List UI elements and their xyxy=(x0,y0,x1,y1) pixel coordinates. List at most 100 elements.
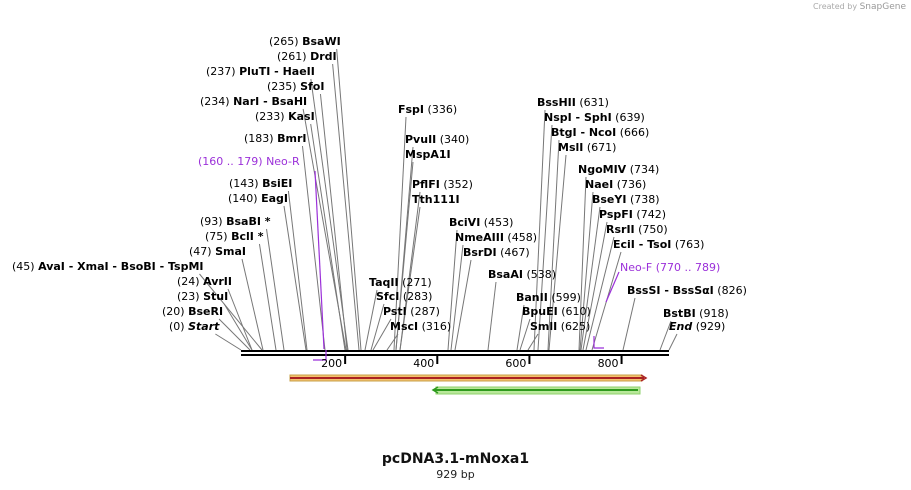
site-leader-line xyxy=(447,229,458,351)
site-label-drdi[interactable]: (261) DrdI xyxy=(277,50,337,63)
site-label-psti[interactable]: PstI (287) xyxy=(383,305,440,318)
site-label-smli[interactable]: SmlI (625) xyxy=(530,320,590,333)
site-label-bsshii[interactable]: BssHII (631) xyxy=(537,96,609,109)
site-label-ngomiv[interactable]: NgoMIV (734) xyxy=(578,163,659,176)
site-label-bcivi[interactable]: BciVI (453) xyxy=(449,216,513,229)
site-label-pspfi[interactable]: PspFI (742) xyxy=(599,208,666,221)
site-label-eagi[interactable]: (140) EagI xyxy=(228,192,288,205)
site-label-msli[interactable]: MslI (671) xyxy=(558,141,616,154)
site-label-btgi[interactable]: BtgI - NcoI (666) xyxy=(551,126,649,139)
site-position: (261) xyxy=(277,50,307,63)
site-name: KasI xyxy=(288,110,315,123)
site-label-end[interactable]: End (929) xyxy=(669,320,725,333)
site-position: (763) xyxy=(674,238,705,251)
site-position: (183) xyxy=(244,132,274,145)
site-label-pluti[interactable]: (237) PluTI - HaeII xyxy=(206,65,315,78)
site-name: SmlI xyxy=(530,320,558,333)
site-position: (316) xyxy=(421,320,452,333)
site-leader-line xyxy=(537,124,553,351)
site-label-tth111i[interactable]: Tth111I xyxy=(412,193,460,206)
site-position: (233) xyxy=(255,110,285,123)
site-label-smai[interactable]: (47) SmaI xyxy=(189,245,246,258)
site-position: (235) xyxy=(267,80,297,93)
axis-tick-label: 200 xyxy=(321,357,343,370)
site-name: AvrII xyxy=(203,275,232,288)
site-label-taqii[interactable]: TaqII (271) xyxy=(369,276,432,289)
site-position: (336) xyxy=(427,103,458,116)
site-name: BclI * xyxy=(231,230,264,243)
site-label-rsrii[interactable]: RsrII (750) xyxy=(606,223,668,236)
site-leader-line xyxy=(548,154,567,351)
site-label-bsrdi[interactable]: BsrDI (467) xyxy=(463,246,530,259)
axis-tick-label: 600 xyxy=(505,357,527,370)
site-name: Tth111I xyxy=(412,193,460,206)
site-label-nspi[interactable]: NspI - SphI (639) xyxy=(544,111,645,124)
site-leader-line xyxy=(659,320,672,351)
site-position: (750) xyxy=(638,223,668,236)
site-label-nmeaiii[interactable]: NmeAIII (458) xyxy=(455,231,537,244)
site-label-msci[interactable]: MscI (316) xyxy=(390,320,451,333)
primer-label-neo-r[interactable]: (160 .. 179) Neo-R xyxy=(198,155,300,168)
site-label-bseyi[interactable]: BseYI (738) xyxy=(592,193,660,206)
site-label-bstbi[interactable]: BstBI (918) xyxy=(663,307,729,320)
site-label-bseri[interactable]: (20) BseRI xyxy=(162,305,223,318)
site-leader-line xyxy=(227,288,253,351)
site-name: TaqII xyxy=(369,276,399,289)
site-leader-line xyxy=(310,78,349,351)
site-name: BsrDI xyxy=(463,246,497,259)
site-leader-line xyxy=(287,190,308,351)
site-position: (631) xyxy=(579,96,609,109)
site-name: BpuEI xyxy=(522,305,558,318)
site-label-start[interactable]: (0) Start xyxy=(169,320,219,333)
site-leader-line xyxy=(258,243,277,351)
site-position: (0) xyxy=(169,320,185,333)
site-leader-line xyxy=(519,318,531,351)
primer-label-neo-f[interactable]: Neo-F (770 .. 789) xyxy=(620,261,720,274)
site-label-banii[interactable]: BanII (599) xyxy=(516,291,581,304)
site-name: BsiEI xyxy=(262,177,293,190)
site-label-ecii[interactable]: EciI - TsoI (763) xyxy=(613,238,704,251)
site-label-stui[interactable]: (23) StuI xyxy=(177,290,228,303)
site-leader-line xyxy=(332,63,360,351)
site-label-pflfi[interactable]: PflFI (352) xyxy=(412,178,473,191)
site-position: (734) xyxy=(629,163,660,176)
site-position: (738) xyxy=(629,193,660,206)
site-name: BssSI - BssSαI xyxy=(627,284,714,297)
site-label-bsawi[interactable]: (265) BsaWI xyxy=(269,35,341,48)
leader-lines xyxy=(199,48,678,351)
site-label-bsaai[interactable]: BsaAI (538) xyxy=(488,268,556,281)
site-leader-line xyxy=(266,228,285,351)
site-label-bmri[interactable]: (183) BmrI xyxy=(244,132,306,145)
site-leader-line xyxy=(533,109,546,351)
site-position: (736) xyxy=(616,178,647,191)
site-position: (160 .. 179) xyxy=(198,155,263,168)
site-label-bcli[interactable]: (75) BclI * xyxy=(205,230,263,243)
site-label-kasi[interactable]: (233) KasI xyxy=(255,110,315,123)
site-label-mspa1i[interactable]: MspA1I xyxy=(405,148,451,161)
site-label-fspi[interactable]: FspI (336) xyxy=(398,103,457,116)
site-label-sfci[interactable]: SfcI (283) xyxy=(376,290,432,303)
site-label-naei[interactable]: NaeI (736) xyxy=(585,178,646,191)
site-label-avrii[interactable]: (24) AvrII xyxy=(177,275,232,288)
site-label-bsssi[interactable]: BssSI - BssSαI (826) xyxy=(627,284,747,297)
site-label-nari[interactable]: (234) NarI - BsaHI xyxy=(200,95,307,108)
site-leader-line xyxy=(386,333,399,351)
site-name: DrdI xyxy=(310,50,337,63)
site-name: NmeAIII xyxy=(455,231,504,244)
site-name: PstI xyxy=(383,305,407,318)
site-label-bpuei[interactable]: BpuEI (610) xyxy=(522,305,591,318)
site-name: Neo-F xyxy=(620,261,653,274)
site-label-avai[interactable]: (45) AvaI - XmaI - BsoBI - TspMI xyxy=(12,260,204,273)
site-name: BanII xyxy=(516,291,548,304)
site-label-bsabi[interactable]: (93) BsaBI * xyxy=(200,215,271,228)
site-leader-line xyxy=(336,48,362,351)
site-position: (666) xyxy=(619,126,650,139)
site-leader-line xyxy=(579,191,594,351)
site-label-pvuii[interactable]: PvuII (340) xyxy=(405,133,469,146)
site-label-sfoi[interactable]: (235) SfoI xyxy=(267,80,324,93)
site-label-bsiei[interactable]: (143) BsiEI xyxy=(229,177,292,190)
site-position: (625) xyxy=(560,320,591,333)
site-leader-line xyxy=(527,333,539,351)
site-name: NarI - BsaHI xyxy=(233,95,308,108)
